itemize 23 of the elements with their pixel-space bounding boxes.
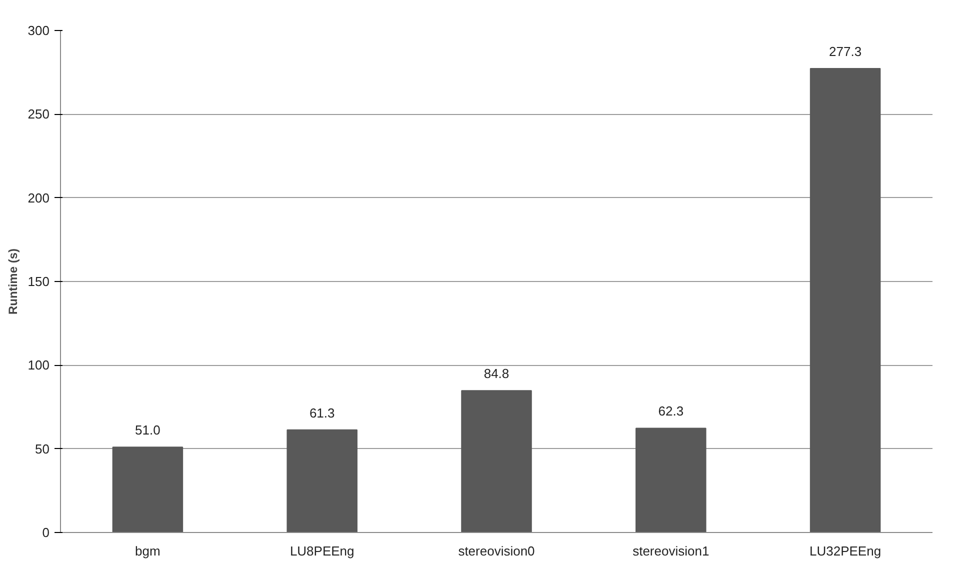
data-label: 277.3 — [829, 44, 862, 59]
y-axis-title: Runtime (s) — [6, 248, 20, 314]
x-tick-label: LU32PEEng — [810, 544, 882, 558]
x-tick-label: bgm — [135, 544, 160, 558]
x-tick-label: stereovision1 — [632, 544, 710, 558]
data-label: 62.3 — [658, 404, 684, 419]
bar — [286, 429, 358, 532]
y-tick-label: 200 — [28, 190, 50, 206]
y-tick-label: 300 — [28, 23, 50, 38]
x-tick-label: stereovision0 — [458, 544, 535, 558]
bar — [112, 446, 184, 532]
y-tick-label: 50 — [35, 441, 50, 456]
bar — [636, 428, 706, 532]
y-tick-label: 0 — [42, 525, 50, 540]
data-label: 61.3 — [309, 405, 335, 420]
x-tick-label: LU8PEEng — [290, 544, 354, 558]
y-tick-label: 250 — [28, 106, 50, 122]
data-label: 51.0 — [135, 422, 160, 438]
y-tick-label: 100 — [28, 358, 50, 373]
y-tick-label: 150 — [28, 274, 50, 289]
data-label: 84.8 — [484, 366, 510, 382]
bar — [461, 390, 532, 532]
bar — [810, 68, 881, 532]
